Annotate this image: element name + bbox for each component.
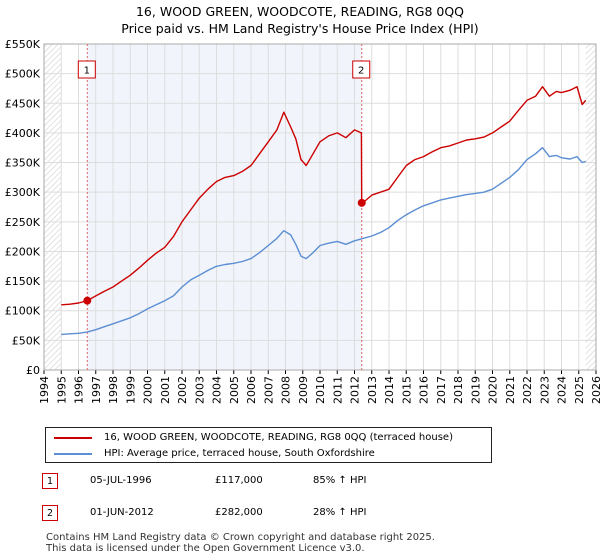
x-tick-label: 2005 <box>228 376 241 404</box>
property-price-line <box>61 85 587 306</box>
table-row: 2 01-JUN-2012 £282,000 28% ↑ HPI <box>40 505 600 527</box>
annotation-badge-label: 1 <box>84 66 90 77</box>
x-tick-label: 2011 <box>331 376 344 404</box>
y-tick-label: £550K <box>5 38 41 51</box>
annotation-badge-label: 2 <box>358 66 364 77</box>
x-tick-label: 2013 <box>366 376 379 404</box>
sale-date: 01-JUN-2012 <box>90 507 154 518</box>
x-tick-label: 2017 <box>435 376 448 404</box>
y-tick-label: £250K <box>5 216 41 229</box>
sale-price: £282,000 <box>215 507 263 518</box>
sale-hpi-change: 85% ↑ HPI <box>313 475 367 486</box>
footer-copyright: Contains HM Land Registry data © Crown c… <box>46 532 435 543</box>
x-tick-label: 2021 <box>504 376 517 404</box>
legend-label-property: 16, WOOD GREEN, WOODCOTE, READING, RG8 0… <box>104 432 453 443</box>
sale-number-badge: 2 <box>42 505 58 521</box>
footer-license: This data is licensed under the Open Gov… <box>46 543 365 554</box>
x-tick-label: 2002 <box>176 376 189 404</box>
x-tick-label: 1999 <box>124 376 137 404</box>
y-tick-label: £300K <box>5 186 41 199</box>
y-tick-label: £50K <box>12 334 41 347</box>
x-tick-label: 1998 <box>107 376 120 404</box>
sale-point <box>357 198 366 207</box>
sale-price: £117,000 <box>215 475 263 486</box>
x-tick-label: 2024 <box>556 376 569 404</box>
x-tick-label: 2004 <box>211 376 224 404</box>
chart-legend: 16, WOOD GREEN, WOODCOTE, READING, RG8 0… <box>45 427 492 463</box>
x-tick-label: 2018 <box>452 376 465 404</box>
y-tick-label: £400K <box>5 127 41 140</box>
x-tick-label: 2000 <box>142 376 155 404</box>
chart-title-block: 16, WOOD GREEN, WOODCOTE, READING, RG8 0… <box>0 3 600 37</box>
footer: Contains HM Land Registry data © Crown c… <box>46 532 435 554</box>
legend-item-hpi: HPI: Average price, terraced house, Sout… <box>46 446 375 461</box>
ownership-shading <box>87 44 362 370</box>
y-tick-label: £150K <box>5 275 41 288</box>
sale-date: 05-JUL-1996 <box>90 475 152 486</box>
x-tick-label: 2001 <box>159 376 172 404</box>
x-tick-label: 2007 <box>262 376 275 404</box>
x-tick-label: 2014 <box>383 376 396 404</box>
hatched-region-before <box>44 44 62 370</box>
legend-item-property: 16, WOOD GREEN, WOODCOTE, READING, RG8 0… <box>46 430 453 445</box>
plot-frame <box>43 43 597 371</box>
x-tick-label: 2019 <box>469 376 482 404</box>
x-tick-label: 2020 <box>487 376 500 404</box>
y-tick-label: £0 <box>26 364 40 377</box>
legend-label-hpi: HPI: Average price, terraced house, Sout… <box>104 448 375 459</box>
annotation-badge <box>352 60 371 79</box>
x-tick-label: 2006 <box>245 376 258 404</box>
x-tick-label: 2022 <box>521 376 534 404</box>
annotation-badge <box>77 60 96 79</box>
y-tick-label: £350K <box>5 157 41 170</box>
x-tick-label: 2016 <box>418 376 431 404</box>
hatched-region-after <box>585 44 596 370</box>
chart-title: 16, WOOD GREEN, WOODCOTE, READING, RG8 0… <box>135 4 465 19</box>
x-tick-label: 2010 <box>314 376 327 404</box>
table-row: 1 05-JUL-1996 £117,000 85% ↑ HPI <box>40 473 600 495</box>
y-tick-label: £100K <box>5 305 41 318</box>
x-tick-label: 2025 <box>573 376 586 404</box>
chart-subtitle: Price paid vs. HM Land Registry's House … <box>121 21 479 36</box>
x-tick-label: 1995 <box>55 376 68 404</box>
x-tick-label: 2008 <box>280 376 293 404</box>
legend-swatch-property <box>54 436 92 439</box>
x-tick-label: 2015 <box>400 376 413 404</box>
x-tick-label: 2012 <box>349 376 362 404</box>
x-tick-label: 2023 <box>538 376 551 404</box>
x-tick-label: 1996 <box>73 376 86 404</box>
sale-hpi-change: 28% ↑ HPI <box>313 507 367 518</box>
x-tick-label: 2009 <box>297 376 310 404</box>
x-tick-label: 1994 <box>38 376 51 404</box>
sale-point <box>83 296 92 305</box>
sale-number-badge: 1 <box>42 473 58 489</box>
x-tick-label: 1997 <box>90 376 103 404</box>
x-tick-label: 2003 <box>193 376 206 404</box>
x-tick-label: 2026 <box>590 376 600 404</box>
y-tick-label: £500K <box>5 68 41 81</box>
legend-swatch-hpi <box>54 452 92 455</box>
y-tick-label: £200K <box>5 245 41 258</box>
y-tick-label: £450K <box>5 97 41 110</box>
price-chart: £0 £50K £100K £150K £200K £250K £300K £350K £400… <box>5 38 600 404</box>
hpi-line <box>61 146 586 336</box>
